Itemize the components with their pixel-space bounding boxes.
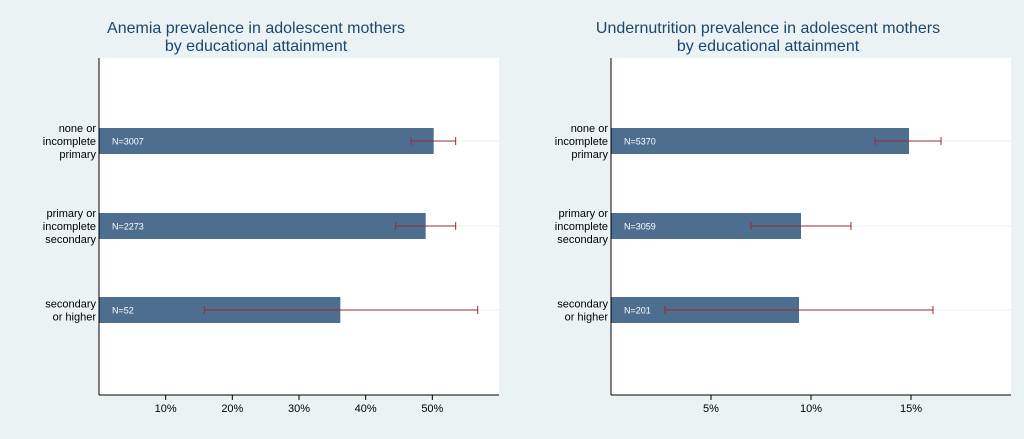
category-label: secondary or higher <box>557 299 608 324</box>
category-label: secondary or higher <box>45 299 96 324</box>
bar-n-label: N=5370 <box>624 137 656 147</box>
category-label: primary or incomplete secondary <box>43 208 97 246</box>
x-tick-label: 20% <box>221 403 243 415</box>
undernutrition-chart-panel: Undernutrition prevalence in adolescent … <box>512 0 1024 439</box>
x-tick-label: 15% <box>900 403 922 415</box>
undernutrition-chart: N=5370 none or incomplete primary N=3059 prim… <box>555 58 1011 415</box>
category-label: primary or incomplete secondary <box>555 208 609 246</box>
category-label: none or incomplete primary <box>555 123 609 161</box>
x-tick-label: 10% <box>800 403 822 415</box>
bar-n-label: N=52 <box>112 306 134 316</box>
bar-n-label: N=2273 <box>112 222 144 232</box>
x-tick-label: 40% <box>355 403 377 415</box>
anemia-chart-panel: Anemia prevalence in adolescent mothers … <box>43 20 499 415</box>
anemia-chart: N=3007 none or incomplete primary N=2273 prim… <box>43 58 499 415</box>
x-tick-label: 50% <box>421 403 443 415</box>
undernutrition-chart-title: Undernutrition prevalence in adolescent … <box>595 20 941 55</box>
bar-n-label: N=3007 <box>112 137 144 147</box>
anemia-chart-title: Anemia prevalence in adolescent mothers … <box>107 20 405 55</box>
bar-n-label: N=201 <box>624 306 651 316</box>
bar <box>99 128 434 154</box>
x-tick-label: 30% <box>288 403 310 415</box>
bar-n-label: N=3059 <box>624 222 656 232</box>
x-tick-label: 5% <box>703 403 719 415</box>
bar <box>99 213 426 239</box>
category-label: none or incomplete primary <box>43 123 97 161</box>
x-tick-label: 10% <box>155 403 177 415</box>
bar <box>611 128 909 154</box>
